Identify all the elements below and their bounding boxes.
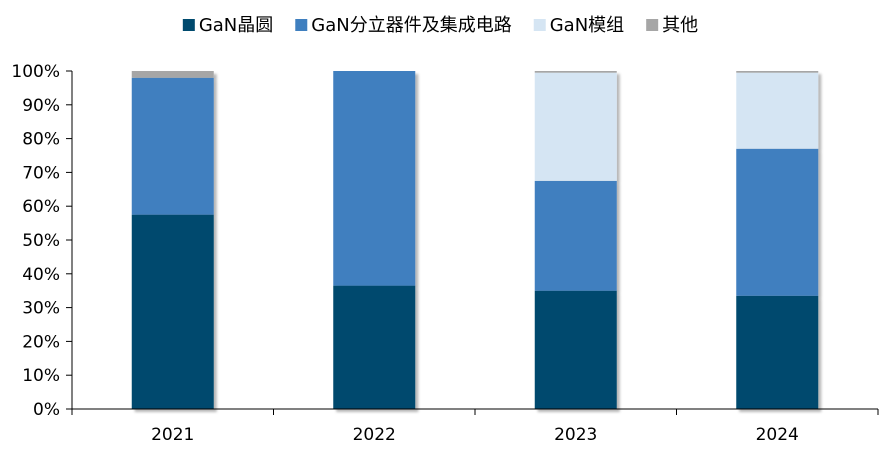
bar-segment <box>534 71 617 73</box>
y-tick-label: 60% <box>22 197 60 217</box>
y-tick-label: 50% <box>22 231 60 251</box>
legend-label: GaN分立器件及集成电路 <box>311 15 511 36</box>
legend-swatch <box>182 19 195 31</box>
x-axis: 2021 2022 2023 2024 <box>71 408 879 445</box>
legend-label: GaN模组 <box>550 15 624 36</box>
legend-item: GaN晶圆 <box>182 15 273 36</box>
bar-segment <box>534 72 617 181</box>
legend-label: 其他 <box>662 15 698 36</box>
x-tick-label: 2023 <box>554 425 597 445</box>
y-tick-label: 80% <box>22 130 60 150</box>
bar-stack-2022 <box>333 71 416 409</box>
bar-segment <box>736 148 819 296</box>
bar-segment <box>131 71 214 78</box>
legend-swatch <box>533 19 546 31</box>
legend-item: 其他 <box>646 15 698 36</box>
legend-item: GaN分立器件及集成电路 <box>295 15 512 36</box>
y-tick-label: 90% <box>22 96 60 116</box>
legend: GaN晶圆 GaN分立器件及集成电路 GaN模组 其他 <box>182 15 698 36</box>
y-tick-label: 0% <box>33 400 60 420</box>
x-tick-label: 2024 <box>756 425 799 445</box>
y-tick-label: 100% <box>11 62 60 82</box>
bar-segment <box>333 71 416 286</box>
y-tick-label: 20% <box>22 332 60 352</box>
bar-segment <box>534 290 617 409</box>
bar-stack-2023 <box>534 71 617 409</box>
legend-swatch <box>646 19 659 31</box>
bar-segment <box>534 180 617 291</box>
y-axis: 0% 10% 20% 30% 40% 50% 60% 70% 80% 90% 100% <box>11 62 73 420</box>
bar-segment <box>333 285 416 409</box>
bar-segment <box>736 71 819 73</box>
x-tick-label: 2021 <box>151 425 194 445</box>
bar-segment <box>736 72 819 149</box>
y-tick-label: 70% <box>22 163 60 183</box>
legend-swatch <box>295 19 308 31</box>
y-tick-label: 10% <box>22 366 60 386</box>
bars <box>131 71 819 409</box>
legend-item: GaN模组 <box>533 15 624 36</box>
bar-segment <box>736 295 819 409</box>
y-tick-label: 30% <box>22 299 60 319</box>
bar-stack-2021 <box>131 71 214 409</box>
y-tick-label: 40% <box>22 265 60 285</box>
x-tick-label: 2022 <box>353 425 396 445</box>
bar-segment <box>131 214 214 409</box>
bar-segment <box>131 77 214 215</box>
legend-label: GaN晶圆 <box>199 15 273 36</box>
bar-stack-2024 <box>736 71 819 409</box>
